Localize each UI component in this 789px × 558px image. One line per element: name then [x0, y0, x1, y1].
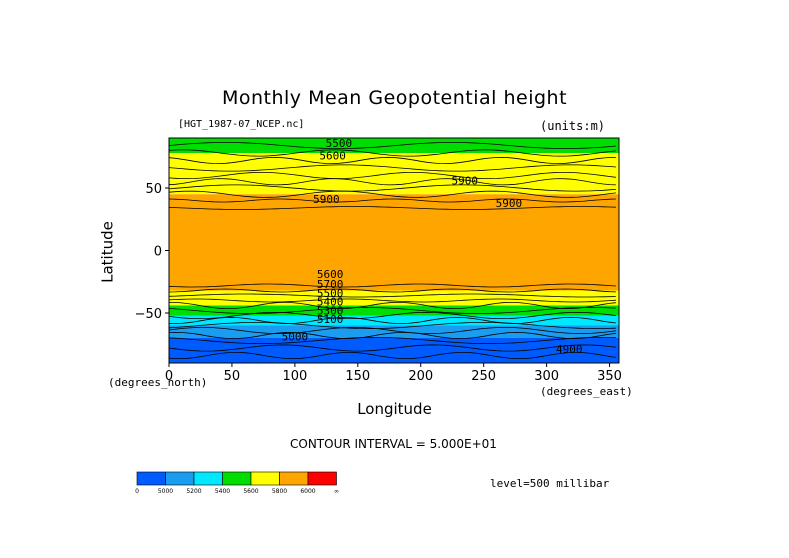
band-5600 [169, 290, 619, 306]
contour-line [168, 142, 616, 149]
contour-line [168, 311, 616, 320]
contour-line [168, 316, 616, 325]
colorbar-swatch [279, 471, 309, 486]
colorbar-label: 5800 [272, 488, 287, 495]
contour-label: 5100 [317, 313, 344, 326]
contour-label: 5900 [496, 197, 523, 210]
contour-label: 5300 [317, 304, 344, 317]
plot-area: 5500560059005900590056005700550054005300… [168, 137, 619, 363]
contour-line [168, 327, 616, 334]
contour-label: 5000 [282, 331, 309, 344]
x-tick-label: 150 [345, 369, 370, 384]
colorbar-label: 5600 [243, 488, 258, 495]
contour-line [168, 190, 616, 198]
contour-label: 5900 [452, 174, 479, 187]
contour-line [168, 156, 616, 165]
band-0 [169, 338, 619, 363]
colorbar-label: 6000 [300, 488, 315, 495]
contour-line [168, 178, 616, 186]
contour-label: 5900 [313, 193, 340, 206]
band-5600 [169, 171, 619, 195]
contour-line [168, 322, 616, 329]
contour-line [169, 302, 616, 309]
colorbar-swatch [222, 471, 252, 486]
contour-label: 5500 [317, 287, 344, 300]
contour-line [168, 293, 616, 298]
x-tick-label: 100 [282, 369, 307, 384]
y-tick-label: 0 [154, 245, 162, 260]
units-label: (units:m) [540, 119, 606, 133]
y-tick-label: 50 [145, 182, 162, 197]
x-tick-label: 350 [597, 369, 622, 384]
contour-line [168, 172, 616, 179]
contour-line [168, 184, 616, 192]
file-label: [HGT_1987-07_NCEP.nc] [178, 119, 305, 130]
contour-line [168, 344, 616, 352]
contour-line [168, 206, 616, 210]
colorbar-swatch [136, 471, 166, 486]
colorbar-swatch [193, 471, 223, 486]
y-axis-label: Latitude [98, 221, 117, 283]
band-5400 [169, 305, 619, 316]
contour-line [168, 331, 616, 340]
colorbar-label: 5400 [215, 488, 230, 495]
contour-label: 4900 [556, 343, 583, 356]
contour-label: 5500 [326, 137, 353, 150]
contour-label: 5600 [319, 149, 346, 162]
contour-label: 5700 [317, 278, 344, 291]
colorbar-label: 0 [135, 488, 139, 495]
contour-label: 5400 [317, 296, 344, 309]
contour-line [168, 288, 616, 293]
colorbar-swatch [250, 471, 280, 486]
y-units-label: (degrees_north) [108, 376, 208, 389]
x-tick-label: 250 [471, 369, 496, 384]
contour-lines [168, 142, 616, 359]
x-axis-label: Longitude [357, 400, 432, 418]
axes: 0 50 100 150 200 250 300 350 −50 0 50 [135, 137, 622, 384]
contour-line [168, 337, 616, 344]
x-tick-label: 0 [165, 369, 173, 384]
level-label: level=500 millibar [490, 477, 610, 490]
contour-line [168, 352, 616, 359]
band-5000 [169, 325, 619, 338]
x-tick-label: 200 [408, 369, 433, 384]
contour-line [168, 149, 616, 157]
y-tick-label: −50 [135, 307, 162, 322]
x-tick-label: 50 [224, 369, 241, 384]
colorbar-label: 5000 [158, 488, 173, 495]
contour-line [168, 298, 616, 303]
chart-title: Monthly Mean Geopotential height [221, 87, 568, 109]
colorbar-swatch [165, 471, 195, 486]
colorbar: 0 5000 5200 5400 5600 5800 6000 ∞ [135, 471, 339, 495]
contour-label: 5600 [317, 268, 344, 281]
x-units-label: (degrees_east) [540, 385, 633, 398]
colorbar-label: 5200 [186, 488, 201, 495]
band-5200 [169, 315, 619, 326]
contour-line [168, 198, 616, 203]
contour-interval-label: CONTOUR INTERVAL = 5.000E+01 [290, 437, 497, 451]
contour-line [168, 283, 616, 288]
x-tick-label: 300 [534, 369, 559, 384]
contour-line [168, 164, 616, 172]
contour-line [168, 307, 616, 314]
colorbar-label: ∞ [334, 488, 339, 495]
band-5800 [169, 194, 619, 291]
colorbar-swatch [307, 471, 337, 486]
